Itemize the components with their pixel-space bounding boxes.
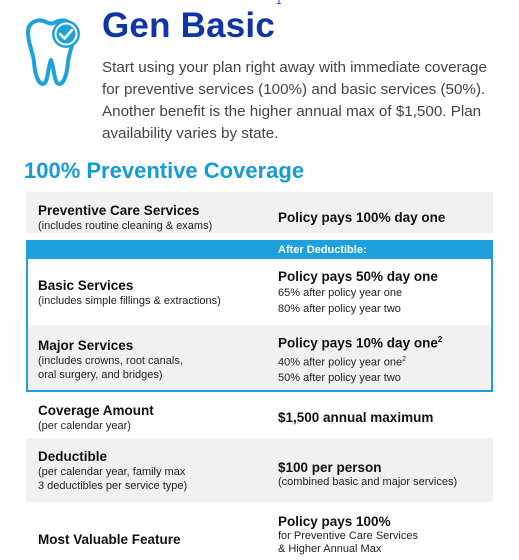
row-note: (combined basic and major services) [278, 476, 458, 488]
table-row-coverage-amount: Coverage Amount (per calendar year) $1,5… [26, 398, 493, 438]
tooth-check-icon [26, 18, 80, 86]
row-payout: Policy pays 100% [278, 514, 391, 529]
row-label: Major Services [38, 338, 134, 353]
table-row-preventive: Preventive Care Services (includes routi… [26, 192, 493, 233]
row-sublabel: 3 deductibles per service type) [38, 480, 188, 492]
section-heading: 100% Preventive Coverage [24, 158, 305, 183]
plan-title: Gen Basic1 [102, 0, 282, 46]
table-row-valuable-feature: Most Valuable Feature Policy pays 100% f… [26, 502, 493, 560]
row-sublabel: (includes routine cleaning & exams) [38, 220, 213, 232]
row-sublabel: oral surgery, and bridges) [38, 369, 163, 381]
table-row-basic: Basic Services (includes simple fillings… [26, 259, 493, 325]
row-payout: $100 per person [278, 460, 382, 475]
row-label: Coverage Amount [38, 403, 154, 418]
plan-header: Gen Basic1 Start using your plan right a… [0, 0, 519, 150]
row-payout: Policy pays 100% day one [278, 210, 446, 225]
row-note: 65% after policy year one [278, 287, 403, 299]
after-deductible-bar: After Deductible: [26, 242, 493, 259]
table-row-deductible: Deductible (per calendar year, family ma… [26, 438, 493, 502]
coverage-table: Preventive Care Services (includes routi… [26, 192, 493, 560]
row-payout: Policy pays 10% day one2 [278, 335, 443, 351]
row-note: 40% after policy year one2 [278, 355, 407, 369]
after-deductible-label: After Deductible: [278, 244, 367, 256]
note-footnote: 2 [402, 355, 407, 363]
row-payout: $1,500 annual maximum [278, 410, 434, 425]
row-label: Basic Services [38, 278, 134, 293]
row-sublabel: (includes crowns, root canals, [38, 355, 183, 367]
row-note: & Higher Annual Max [278, 543, 382, 555]
payout-footnote: 2 [437, 335, 443, 344]
row-sublabel: (includes simple fillings & extractions) [38, 295, 221, 307]
row-note: for Preventive Care Services [278, 530, 418, 542]
row-label: Deductible [38, 449, 108, 464]
row-label: Preventive Care Services [38, 203, 200, 218]
title-footnote: 1 [276, 0, 282, 8]
plan-description: Start using your plan right away with im… [102, 59, 487, 142]
row-note: 80% after policy year two [278, 303, 401, 315]
row-note: 50% after policy year two [278, 372, 401, 385]
row-label: Most Valuable Feature [38, 532, 181, 547]
row-payout: Policy pays 50% day one [278, 269, 438, 284]
table-row-major: Major Services (includes crowns, root ca… [26, 325, 493, 390]
row-sublabel: (per calendar year, family max [38, 466, 186, 478]
row-sublabel: (per calendar year) [38, 420, 131, 432]
